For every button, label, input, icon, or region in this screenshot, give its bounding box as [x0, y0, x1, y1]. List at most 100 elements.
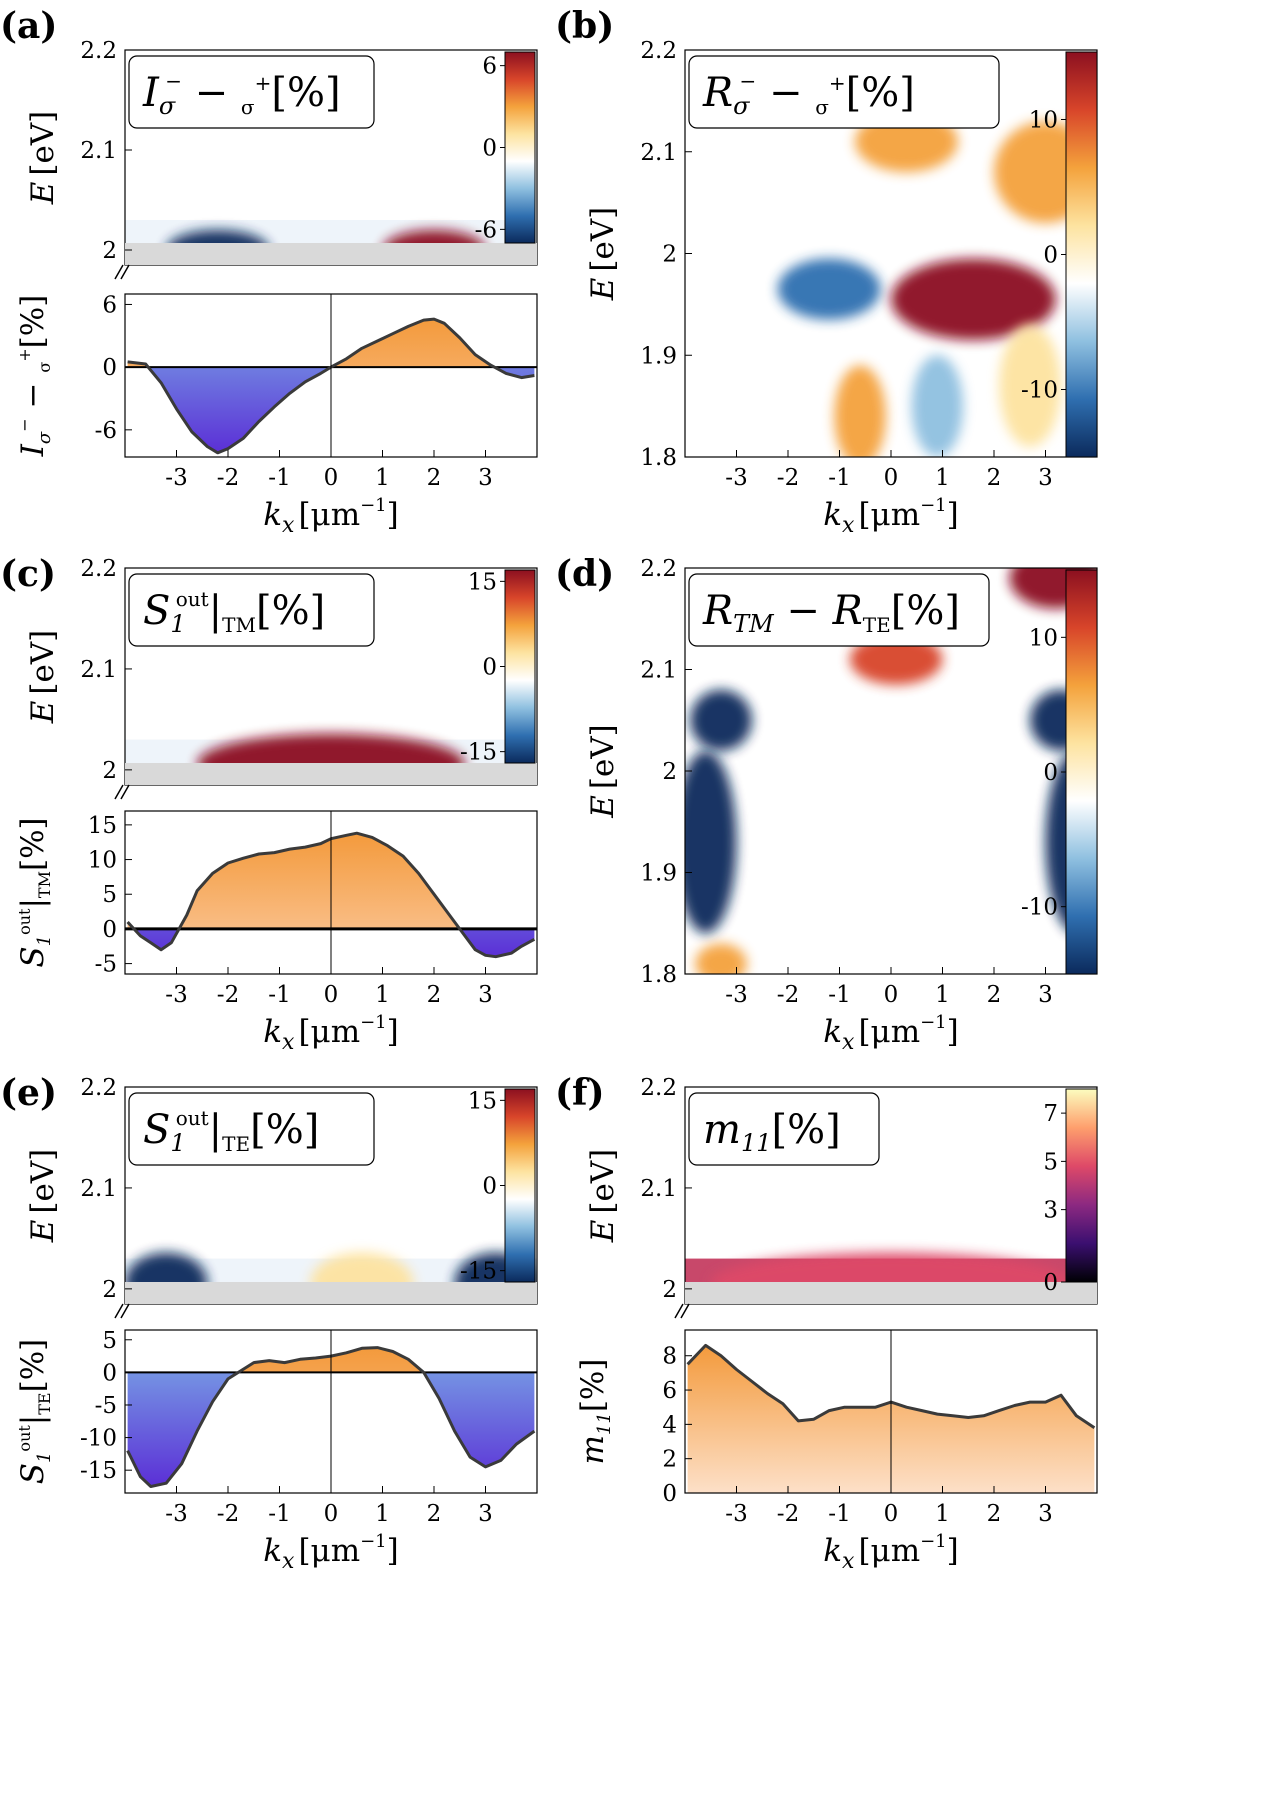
- colorbar-tick-label: -10: [1021, 895, 1058, 921]
- chart-title: m11[%]: [703, 1107, 841, 1157]
- y-tick-label: -10: [80, 1426, 117, 1452]
- heatmap-spot: [690, 689, 752, 751]
- axis-break-mark: [114, 264, 130, 280]
- colorbar-tick-label: 15: [468, 1088, 497, 1114]
- title-box: [128, 573, 375, 647]
- x-tick-label: 3: [478, 1501, 493, 1527]
- colorbar-tick-label: 0: [482, 136, 497, 162]
- panel-a: (a) 6 0 -6 Iσ− − σ+[%] 2.2 2.1 2 E[eV] 6 0 -6 -3 -2 -1…: [0, 5, 538, 538]
- x-tick-label: 1: [375, 465, 390, 491]
- heatmap-spot: [891, 258, 1056, 340]
- x-tick-label: 3: [478, 982, 493, 1008]
- axis-break-strip: [685, 1282, 1097, 1304]
- x-tick-label: -3: [165, 982, 187, 1008]
- y-tick-label: -6: [95, 418, 117, 444]
- colorbar-tick-label: -15: [460, 1259, 497, 1285]
- x-tick-label: 2: [427, 982, 442, 1008]
- area-fill-positive: [127, 319, 535, 368]
- x-tick-label: -3: [725, 465, 747, 491]
- colorbar-tick-label: 10: [1029, 625, 1058, 651]
- y-tick-label: 10: [88, 848, 117, 874]
- line-y-axis-label: S1out|TE[%]: [15, 1339, 55, 1485]
- colorbar-tick-label: -10: [1021, 378, 1058, 404]
- x-tick-label: 3: [1038, 1501, 1053, 1527]
- heatmap-spot: [829, 750, 953, 974]
- y-tick-label: 2: [662, 242, 677, 268]
- x-tick-label: 3: [478, 465, 493, 491]
- panel-label: (f): [555, 1072, 605, 1114]
- y-tick-label: 5: [102, 1328, 117, 1354]
- heatmap-spot: [695, 943, 747, 974]
- colorbar-tick-label: 0: [1043, 243, 1058, 269]
- colorbar-tick-label: 0: [1043, 760, 1058, 786]
- panel-label: (d): [555, 553, 614, 595]
- y-tick-label: -15: [80, 1458, 117, 1484]
- axis-break-mark: [114, 1303, 130, 1319]
- axis-break-strip: [125, 243, 537, 265]
- x-tick-label: -2: [217, 465, 239, 491]
- x-tick-label: -1: [828, 982, 850, 1008]
- colorbar-tick-label: 3: [1043, 1198, 1058, 1224]
- x-tick-label: -3: [725, 982, 747, 1008]
- title-box: [688, 55, 1000, 129]
- x-tick-label: 0: [884, 1501, 899, 1527]
- y-tick-label: 2: [662, 1447, 677, 1473]
- x-tick-label: 0: [884, 465, 899, 491]
- colorbar-tick-label: 15: [468, 569, 497, 595]
- y-tick-label: 2.1: [80, 657, 117, 683]
- y-tick-label: 2.2: [640, 1075, 677, 1101]
- y-tick-label: 2: [102, 1277, 117, 1303]
- y-tick-label: 4: [662, 1412, 677, 1438]
- y-axis-label: E[eV]: [585, 724, 621, 819]
- line-y-axis-label: S1out|TM[%]: [15, 817, 55, 967]
- x-tick-label: 1: [935, 982, 950, 1008]
- y-tick-label: -5: [95, 1393, 117, 1419]
- axis-break-mark: [114, 784, 130, 800]
- y-tick-label: 5: [102, 882, 117, 908]
- panel-e: (e) 150-15S1out|TE[%]2.22.12E[eV]50-5-10-…: [0, 1072, 538, 1574]
- y-tick-label: 1.8: [640, 962, 677, 988]
- x-tick-label: 1: [375, 982, 390, 1008]
- y-tick-label: 6: [102, 292, 117, 318]
- y-tick-label: 2: [662, 1277, 677, 1303]
- panel-c: (c) 150-15S1out|TM[%]2.22.12E[eV]151050-5…: [0, 553, 538, 1055]
- line-panel-e: 50-5-10-15-3 -2 -1 0 1 2 3kx [μm−1]S1out|TE[%]: [15, 1328, 538, 1574]
- colorbar: [504, 1088, 536, 1283]
- colorbar: [504, 569, 536, 764]
- axis-break-strip: [125, 763, 537, 785]
- x-tick-label: -1: [828, 1501, 850, 1527]
- area-fill-negative: [127, 928, 535, 957]
- x-tick-label: -3: [165, 1501, 187, 1527]
- line-y-axis-label: m11[%]: [575, 1359, 615, 1465]
- x-tick-label: -2: [217, 982, 239, 1008]
- y-tick-label: 2.1: [640, 1176, 677, 1202]
- y-axis-label: E[eV]: [25, 111, 61, 206]
- x-tick-label: 3: [1038, 982, 1053, 1008]
- colorbar-tick-label: 6: [482, 54, 497, 80]
- x-tick-label: -2: [777, 465, 799, 491]
- y-tick-label: 6: [662, 1378, 677, 1404]
- colorbar: [1065, 569, 1098, 975]
- panel-label: (b): [555, 5, 614, 47]
- y-tick-label: 2: [102, 238, 117, 264]
- x-tick-label: -2: [217, 1501, 239, 1527]
- heatmap-spot: [911, 355, 964, 457]
- y-tick-label: 2: [102, 758, 117, 784]
- panel-label: (e): [0, 1072, 57, 1114]
- area-fill-positive: [127, 833, 460, 929]
- title-box: [128, 55, 375, 129]
- x-tick-label: -3: [725, 1501, 747, 1527]
- heatmap-spot: [685, 750, 737, 934]
- y-tick-label: 2.2: [640, 38, 677, 64]
- colorbar: [504, 51, 536, 244]
- x-tick-label: -1: [268, 1501, 290, 1527]
- y-tick-label: 2.1: [80, 1176, 117, 1202]
- x-tick-label: -3: [165, 465, 187, 491]
- x-tick-label: 3: [1038, 465, 1053, 491]
- x-tick-label: 1: [935, 465, 950, 491]
- x-tick-label: 2: [427, 465, 442, 491]
- heatmap-spot: [849, 633, 943, 685]
- colorbar-tick-label: 0: [1043, 1270, 1058, 1296]
